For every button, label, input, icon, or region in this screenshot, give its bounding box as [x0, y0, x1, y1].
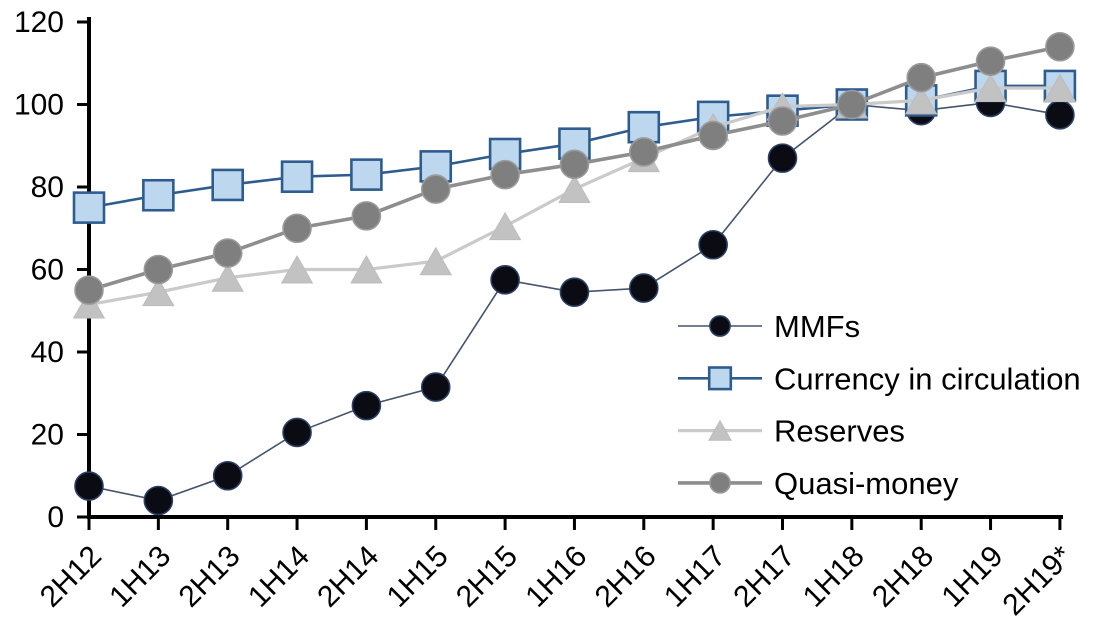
data-marker-quasi-money — [906, 62, 937, 93]
data-marker-quasi-money — [1045, 31, 1075, 62]
data-marker-mmfs — [351, 390, 382, 421]
legend-label-mmfs: MMFs — [774, 309, 860, 344]
data-marker-quasi-money — [74, 275, 104, 305]
x-tick-label-2h15: 2H15 — [450, 540, 524, 614]
y-tick-label: 80 — [31, 171, 64, 204]
data-marker-currency-in-circulation — [72, 191, 106, 224]
data-marker-mmfs — [1045, 100, 1075, 130]
y-tick-label: 20 — [31, 419, 64, 452]
x-tick-label-1h17: 1H17 — [658, 540, 732, 614]
data-marker-currency-in-circulation — [211, 168, 244, 202]
data-marker-reserves — [1043, 73, 1077, 102]
data-marker-mmfs — [143, 485, 174, 516]
data-marker-mmfs — [420, 372, 451, 402]
data-marker-reserves — [142, 277, 175, 307]
data-marker-quasi-money — [490, 159, 520, 190]
data-marker-mmfs — [212, 460, 243, 491]
x-tick-label-2h19: 2H19* — [997, 539, 1080, 622]
x-tick-label-2h17: 2H17 — [727, 540, 801, 614]
data-marker-mmfs — [698, 229, 728, 260]
data-marker-quasi-money — [559, 149, 590, 180]
data-marker-quasi-money — [698, 120, 728, 151]
data-marker-reserves — [558, 174, 591, 204]
y-tick-label: 0 — [47, 501, 64, 534]
data-marker-quasi-money — [351, 201, 382, 231]
data-marker-mmfs — [282, 417, 312, 448]
legend-marker-reserves — [708, 419, 732, 441]
data-marker-quasi-money — [837, 89, 867, 120]
x-tick-label-2h14: 2H14 — [311, 540, 385, 614]
data-marker-mmfs — [74, 471, 104, 501]
data-marker-mmfs — [559, 277, 590, 307]
x-tick-label-1h19: 1H19 — [935, 540, 1009, 614]
data-marker-quasi-money — [628, 137, 659, 167]
data-marker-currency-in-circulation — [280, 160, 314, 193]
x-tick-label-2h16: 2H16 — [589, 540, 663, 614]
data-marker-mmfs — [767, 143, 798, 173]
data-marker-quasi-money — [420, 174, 451, 204]
legend-marker-mmfs — [709, 315, 731, 337]
data-marker-quasi-money — [767, 106, 798, 136]
x-tick-label-1h15: 1H15 — [381, 540, 455, 614]
data-marker-reserves — [280, 255, 314, 284]
data-marker-reserves — [488, 211, 522, 241]
y-tick-label: 120 — [14, 6, 64, 39]
x-tick-label-1h14: 1H14 — [242, 540, 316, 614]
legend-marker-currency-in-circulation — [707, 366, 733, 391]
x-tick-label-1h18: 1H18 — [797, 540, 871, 614]
y-tick-label: 40 — [31, 336, 64, 369]
data-marker-quasi-money — [975, 46, 1006, 76]
data-marker-currency-in-circulation — [350, 158, 383, 191]
y-tick-label: 100 — [14, 89, 64, 122]
legend-label-currency-in-circulation: Currency in circulation — [774, 361, 1081, 396]
legend-label-reserves: Reserves — [774, 414, 905, 449]
x-tick-label-1h16: 1H16 — [519, 540, 593, 614]
data-marker-reserves — [419, 246, 452, 276]
x-tick-label-1h13: 1H13 — [103, 540, 177, 614]
x-tick-label-2h12: 2H12 — [34, 540, 108, 614]
data-marker-reserves — [211, 263, 244, 292]
legend-marker-quasi-money — [709, 472, 731, 494]
y-tick-label: 60 — [31, 254, 64, 287]
data-marker-quasi-money — [282, 213, 312, 244]
data-marker-currency-in-circulation — [142, 178, 175, 212]
data-marker-mmfs — [490, 265, 520, 295]
data-marker-quasi-money — [212, 238, 243, 268]
data-marker-reserves — [904, 85, 938, 115]
x-tick-label-2h13: 2H13 — [173, 540, 247, 614]
data-marker-reserves — [974, 73, 1007, 102]
data-marker-mmfs — [628, 273, 659, 303]
data-marker-reserves — [350, 255, 383, 284]
x-tick-label-2h18: 2H18 — [866, 540, 940, 614]
legend-label-quasi-money: Quasi-money — [774, 466, 959, 501]
data-marker-quasi-money — [143, 254, 174, 285]
